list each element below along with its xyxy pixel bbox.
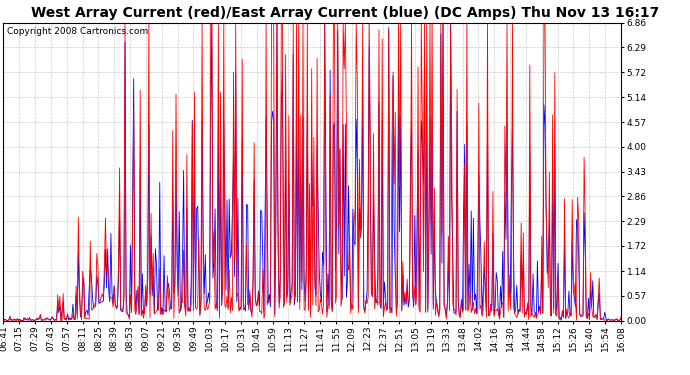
Text: West Array Current (red)/East Array Current (blue) (DC Amps) Thu Nov 13 16:17: West Array Current (red)/East Array Curr… xyxy=(31,6,659,20)
Text: Copyright 2008 Cartronics.com: Copyright 2008 Cartronics.com xyxy=(6,27,148,36)
